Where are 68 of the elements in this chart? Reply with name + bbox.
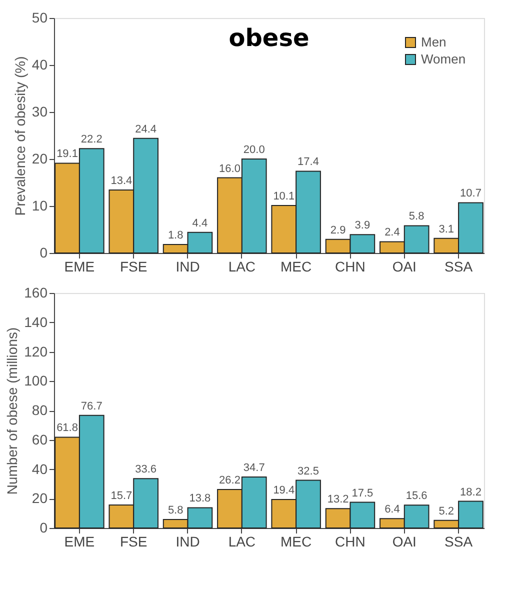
y-tick-label: 20	[32, 490, 48, 506]
x-tick-label: FSE	[120, 534, 148, 550]
x-tick-label: CHN	[335, 534, 366, 550]
y-tick-label: 0	[40, 244, 48, 260]
data-label: 6.4	[384, 504, 400, 516]
x-tick-label: OAI	[392, 534, 416, 550]
data-label: 13.8	[189, 492, 211, 505]
data-label: 13.4	[110, 175, 132, 188]
x-tick-label: EME	[64, 534, 95, 550]
x-tick-label: CHN	[335, 258, 366, 274]
x-tick-label: SSA	[444, 534, 474, 550]
x-tick-label: EME	[64, 258, 95, 274]
legend-label: Men	[421, 34, 446, 50]
data-label: 2.9	[330, 224, 346, 236]
data-label: 26.2	[219, 474, 240, 487]
data-label: 32.5	[298, 465, 319, 478]
y-tick-label: 0	[40, 520, 48, 536]
data-label: 3.9	[354, 220, 370, 232]
y-axis-title: Number of obese (millions)	[4, 327, 20, 495]
y-tick-label: 50	[32, 10, 48, 26]
y-tick-label: 120	[24, 343, 48, 360]
data-label: 34.7	[243, 462, 265, 474]
data-label: 13.2	[327, 494, 349, 506]
data-label: 24.4	[135, 123, 157, 136]
y-tick-label: 60	[32, 431, 48, 448]
data-label: 18.2	[460, 486, 482, 498]
y-tick-label: 100	[24, 372, 48, 389]
data-label: 5.8	[408, 210, 424, 223]
data-label: 2.4	[384, 226, 400, 239]
legend-label: Women	[421, 52, 466, 66]
data-label: 10.7	[460, 188, 482, 200]
y-tick-label: 40	[32, 460, 48, 477]
data-label: 61.8	[56, 422, 78, 434]
x-tick-label: IND	[176, 258, 200, 274]
x-tick-label: IND	[176, 534, 200, 550]
data-label: 76.7	[80, 400, 102, 412]
data-label: 17.4	[298, 156, 319, 168]
y-tick-label: 30	[32, 104, 48, 120]
y-tick-label: 140	[24, 314, 48, 330]
x-tick-label: MEC	[280, 258, 312, 274]
y-tick-label: 160	[24, 284, 48, 300]
data-label: 20.0	[243, 144, 265, 156]
data-label: 5.8	[168, 504, 184, 516]
y-axis-title: Prevalence of obesity (%)	[12, 56, 28, 216]
x-tick-label: FSE	[120, 258, 148, 274]
data-label: 15.6	[406, 490, 428, 502]
data-label: 16.0	[219, 162, 240, 175]
data-label: 17.5	[352, 487, 374, 500]
y-tick-label: 40	[32, 56, 48, 72]
y-tick-label: 80	[32, 402, 48, 418]
x-tick-label: MEC	[280, 534, 312, 550]
chart-title: obese	[228, 24, 310, 52]
data-label: 1.8	[168, 230, 184, 242]
data-label: 10.1	[273, 190, 295, 203]
x-tick-label: LAC	[228, 258, 256, 274]
y-tick-label: 20	[32, 150, 48, 166]
data-label: 15.7	[110, 490, 132, 502]
x-tick-label: OAI	[392, 258, 416, 274]
x-tick-label: SSA	[444, 258, 474, 274]
x-tick-label: LAC	[228, 534, 256, 550]
data-label: 5.2	[438, 505, 454, 518]
data-label: 19.1	[56, 148, 78, 160]
data-label: 3.1	[438, 223, 454, 236]
y-tick-label: 10	[32, 198, 48, 214]
data-label: 19.4	[273, 484, 295, 497]
data-label: 33.6	[135, 464, 157, 476]
data-label: 22.2	[80, 134, 102, 146]
data-label: 4.4	[192, 217, 208, 230]
